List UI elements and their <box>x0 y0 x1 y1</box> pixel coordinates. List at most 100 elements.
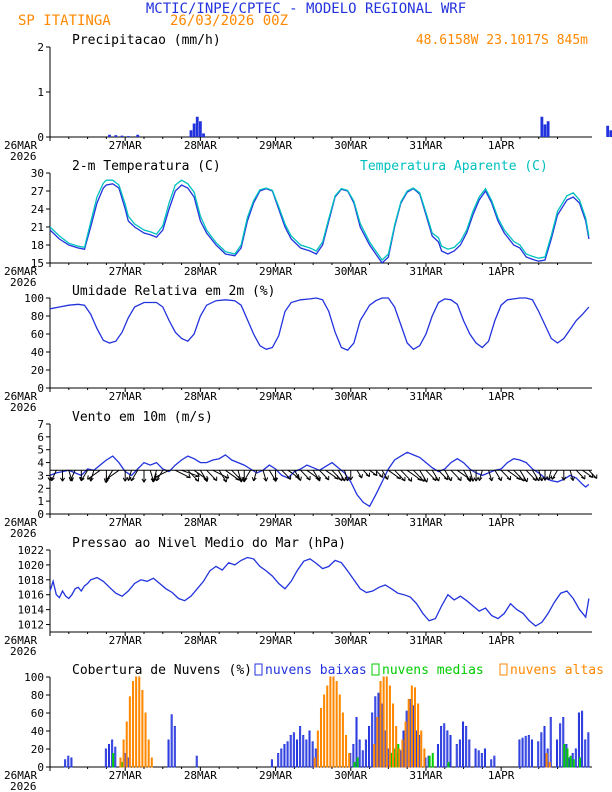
cloud-bar-nuvens-altas <box>316 730 319 768</box>
cloud-bar-nuvens-medias <box>572 759 575 768</box>
wind-arrow-head <box>105 475 111 480</box>
cloud-bar-nuvens-altas <box>373 744 376 768</box>
x-tick-label: 29MAR <box>259 139 292 152</box>
y-tick-label: 2 <box>37 41 44 54</box>
x-tick-label: 26MAR <box>4 769 37 782</box>
y-tick-label: 15 <box>31 257 44 270</box>
wind-arrow-head <box>151 478 157 483</box>
cloud-bar-nuvens-baixas <box>480 753 483 768</box>
cloud-bar-nuvens-altas <box>144 712 147 768</box>
y-tick-label: 60 <box>31 707 44 720</box>
cloud-bar-nuvens-baixas <box>358 739 361 768</box>
cloud-bar-nuvens-baixas <box>543 726 546 768</box>
cloud-bar-nuvens-baixas <box>311 741 314 768</box>
wind-arrow-head <box>251 477 257 482</box>
panel-pressure: 1012 1014 1016 1018 1020 1022 26MAR 27MAR 28MAR 2… <box>4 536 592 658</box>
precip-bar <box>198 121 202 137</box>
y-tick-label: 20 <box>31 743 44 756</box>
x-tick-label: 31MAR <box>409 265 442 278</box>
wind-arrow <box>218 470 227 483</box>
wind-arrow <box>463 470 471 482</box>
y-tick-label: 100 <box>24 671 44 684</box>
y-tick-label: 7 <box>37 418 44 431</box>
x-tick-label: 31MAR <box>409 769 442 782</box>
wind-arrow <box>319 469 330 481</box>
cloud-bar-nuvens-baixas <box>299 726 302 768</box>
wind-arrow-head <box>546 476 552 481</box>
cloud-bar-nuvens-baixas <box>277 753 280 768</box>
wind-arrow <box>206 469 218 482</box>
wind-arrow-head <box>378 473 384 478</box>
wind-arrow <box>525 469 537 482</box>
x-tick-label: 28MAR <box>184 634 217 647</box>
chart-title: MCTIC/INPE/CPTEC - MODELO REGIONAL WRF <box>146 1 466 17</box>
wind-arrow <box>152 470 157 483</box>
wind-arrow-head <box>306 476 311 481</box>
cloud-bar-nuvens-baixas <box>556 739 559 768</box>
y-tick-label: 30 <box>31 167 44 180</box>
model-run: 26/03/2026 00Z <box>170 13 288 29</box>
cloud-bar-nuvens-baixas <box>584 739 587 768</box>
panel-title: Precipitacao (mm/h) <box>72 33 221 48</box>
wind-arrow-head <box>423 478 429 483</box>
wind-arrow <box>419 470 428 483</box>
wind-arrow <box>281 469 291 480</box>
cloud-bar-nuvens-baixas <box>449 735 452 768</box>
cloud-bar-nuvens-altas <box>128 696 131 768</box>
panel-title: Vento em 10m (m/s) <box>72 410 213 425</box>
wind-arrow-head <box>348 476 354 481</box>
precip-bar <box>546 121 550 137</box>
panel-title: Umidade Relativa em 2m (%) <box>72 284 276 299</box>
wind-arrow-head <box>324 475 330 481</box>
cloud-bar-nuvens-baixas <box>455 744 458 768</box>
wind-arrow-head <box>593 474 598 479</box>
wind-arrow <box>582 469 594 478</box>
x-tick-label: 29MAR <box>259 265 292 278</box>
cloud-bar-nuvens-altas <box>410 685 413 768</box>
wind-arrow <box>588 469 598 479</box>
cloud-bar-nuvens-altas <box>417 703 420 768</box>
cloud-bar-nuvens-baixas <box>308 730 311 768</box>
cloud-bar-nuvens-baixas <box>537 741 540 768</box>
wind-arrow-head <box>488 477 494 482</box>
cloud-bar-nuvens-altas <box>545 753 548 768</box>
wind-arrow <box>478 470 483 481</box>
wind-arrow-head <box>365 472 370 478</box>
precip-bar <box>120 135 124 137</box>
wind-arrow <box>344 470 349 482</box>
cloud-bar-nuvens-altas <box>150 757 153 768</box>
series-line-umidade-relativa <box>49 297 590 351</box>
x-tick-label: 28MAR <box>184 390 217 403</box>
cloud-bar-nuvens-medias <box>569 755 572 768</box>
x-tick-label: 1APR <box>488 634 515 647</box>
cloud-bar-nuvens-altas <box>147 739 150 768</box>
wind-arrow-head <box>581 475 586 480</box>
panel-rh: 0 20 40 60 80 100 26MAR 27MAR 28MAR 29MAR 30MAR 31M… <box>4 284 592 414</box>
cloud-bar-nuvens-altas <box>413 687 416 768</box>
cloud-bar-nuvens-baixas <box>574 748 577 768</box>
wind-arrow <box>80 470 89 482</box>
wind-arrow-head <box>523 477 529 483</box>
cloud-bar-nuvens-altas <box>335 681 338 768</box>
x-tick-label: 28MAR <box>184 516 217 529</box>
wind-arrow <box>187 469 199 482</box>
cloud-bar-nuvens-baixas <box>289 735 292 768</box>
cloud-bar-nuvens-baixas <box>283 744 286 768</box>
wind-arrow-head <box>443 475 449 481</box>
wind-arrow-head <box>130 476 135 482</box>
wind-arrow <box>444 470 452 482</box>
wind-arrow <box>431 470 440 482</box>
wind-arrow-head <box>497 476 503 482</box>
wind-arrow <box>337 470 346 482</box>
cloud-bar-nuvens-altas <box>338 694 341 768</box>
cloud-bar-nuvens-medias <box>431 753 434 768</box>
cloud-bar-nuvens-altas <box>382 676 385 768</box>
cloud-bar-nuvens-baixas <box>67 755 70 768</box>
cloud-bar-nuvens-medias <box>578 757 582 768</box>
cloud-bar-nuvens-altas <box>313 757 316 768</box>
cloud-bar-nuvens-baixas <box>286 741 289 768</box>
x-tick-label: 31MAR <box>409 516 442 529</box>
wind-arrow <box>488 470 493 482</box>
wind-arrow-head <box>87 475 92 480</box>
cloud-bar-nuvens-baixas <box>581 710 584 768</box>
